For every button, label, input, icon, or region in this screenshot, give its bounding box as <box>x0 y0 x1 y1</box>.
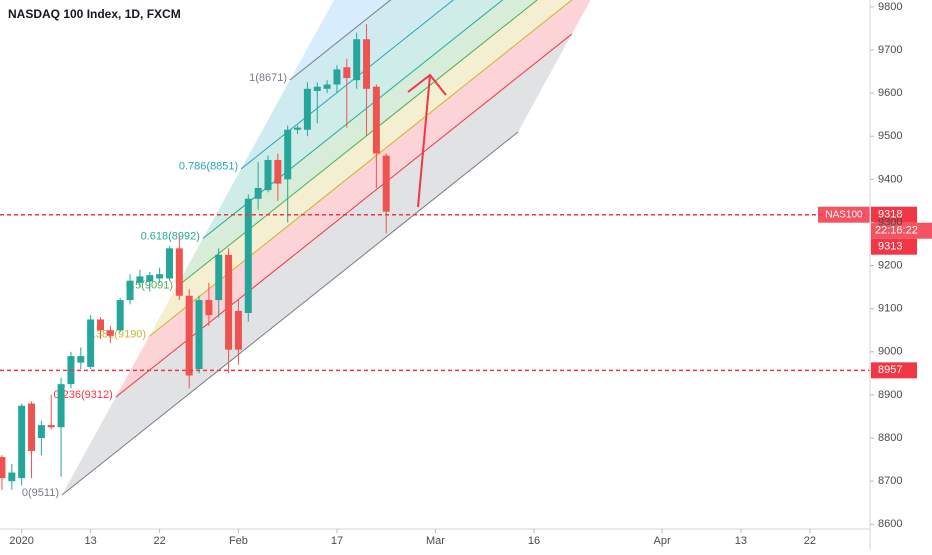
axes: 8600 8700 8800 8900 9000 9100 9200 9300 9400 9500… <box>9 1 902 547</box>
arrow <box>407 73 447 208</box>
chart-title: NASDAQ 100 Index, 1D, FXCM <box>8 7 181 21</box>
candle-body <box>323 84 331 89</box>
price-label-box <box>871 206 917 223</box>
x-tick-label: Feb <box>229 535 248 547</box>
fib-label: 0.618(8992) <box>141 230 200 242</box>
y-tick-label: 9400 <box>878 173 902 185</box>
candle-body <box>126 280 134 301</box>
candle-body <box>8 472 16 482</box>
candle-body <box>96 319 104 331</box>
x-tick-label: 22 <box>804 535 816 547</box>
fib-label: 1(8671) <box>249 72 287 84</box>
fib-line <box>175 0 538 288</box>
candle-body <box>254 187 262 199</box>
price-tag-box <box>818 206 870 223</box>
candle-body <box>195 300 203 370</box>
candle-body <box>353 39 361 81</box>
candle-body <box>77 356 85 363</box>
price-label: 9318 <box>878 209 902 221</box>
fib-label: 0.382(9190) <box>87 328 146 340</box>
x-tick-label: 22 <box>153 535 165 547</box>
candle-body <box>185 295 193 376</box>
fib-band <box>115 0 591 398</box>
candle-body <box>175 248 183 296</box>
candle-body <box>234 310 242 350</box>
y-tick-label: 9800 <box>878 1 902 13</box>
candle-body <box>343 67 351 79</box>
annotation <box>407 73 447 208</box>
candle-body <box>28 403 36 451</box>
x-tick-label: 17 <box>331 535 343 547</box>
y-tick-label: 9600 <box>878 87 902 99</box>
candle-body <box>106 330 114 336</box>
candle-body <box>225 254 233 350</box>
price-label: 8957 <box>878 364 902 376</box>
x-tick-label: Mar <box>426 535 445 547</box>
y-tick-label: 9300 <box>878 216 902 228</box>
y-tick-label: 8600 <box>878 518 902 530</box>
candle-body <box>303 88 311 130</box>
y-tick-label: 8700 <box>878 475 902 487</box>
price-lines: 9318 NAS100 22:16:22 9313 8957 <box>0 206 932 379</box>
candle-body <box>37 425 45 439</box>
candle-body <box>156 274 164 279</box>
y-tick-label: 9700 <box>878 44 902 56</box>
fib-label: 0(9511) <box>22 487 59 499</box>
last-price: 9313 <box>878 241 902 253</box>
y-tick-label: 9100 <box>878 303 902 315</box>
candle-body <box>264 159 272 191</box>
fib-label: 0.786(8851) <box>179 161 238 173</box>
candle-body <box>205 300 213 316</box>
y-tick-label: 9000 <box>878 346 902 358</box>
countdown: 22:16:22 <box>875 225 918 237</box>
candle-body <box>136 276 144 283</box>
x-tick-label: 2020 <box>9 535 33 547</box>
candle-body <box>244 198 252 314</box>
candles <box>0 24 390 490</box>
x-tick-label: 13 <box>735 535 747 547</box>
candle-body <box>274 159 282 184</box>
y-tick-label: 9500 <box>878 130 902 142</box>
candle-body <box>47 425 55 428</box>
candle-body <box>87 319 95 367</box>
candle-body <box>0 457 6 479</box>
price-tag: NAS100 <box>825 209 863 220</box>
candle-body <box>284 129 292 180</box>
y-tick-label: 9200 <box>878 259 902 271</box>
x-tick-label: 16 <box>528 535 540 547</box>
candle-body <box>363 39 371 89</box>
countdown-box <box>871 222 932 239</box>
last-price-box <box>871 238 917 255</box>
fib-line <box>289 0 392 81</box>
x-tick-label: 13 <box>85 535 97 547</box>
y-tick-label: 8800 <box>878 432 902 444</box>
candle-body <box>165 248 173 279</box>
candle-body <box>372 86 380 154</box>
fib-label: 0.236(9312) <box>53 389 112 401</box>
x-tick-label: Apr <box>654 535 671 547</box>
candle-body <box>116 300 124 331</box>
fib-line <box>61 131 519 496</box>
y-tick-label: 8900 <box>878 389 902 401</box>
candle-body <box>333 69 341 85</box>
candle-body <box>146 275 154 282</box>
candle-body <box>382 155 390 212</box>
price-label-box <box>871 362 917 379</box>
candle-body <box>215 254 223 301</box>
candle-body <box>294 127 302 130</box>
candle-body <box>57 384 65 428</box>
candle-body <box>18 405 26 479</box>
candle-body <box>313 86 321 91</box>
